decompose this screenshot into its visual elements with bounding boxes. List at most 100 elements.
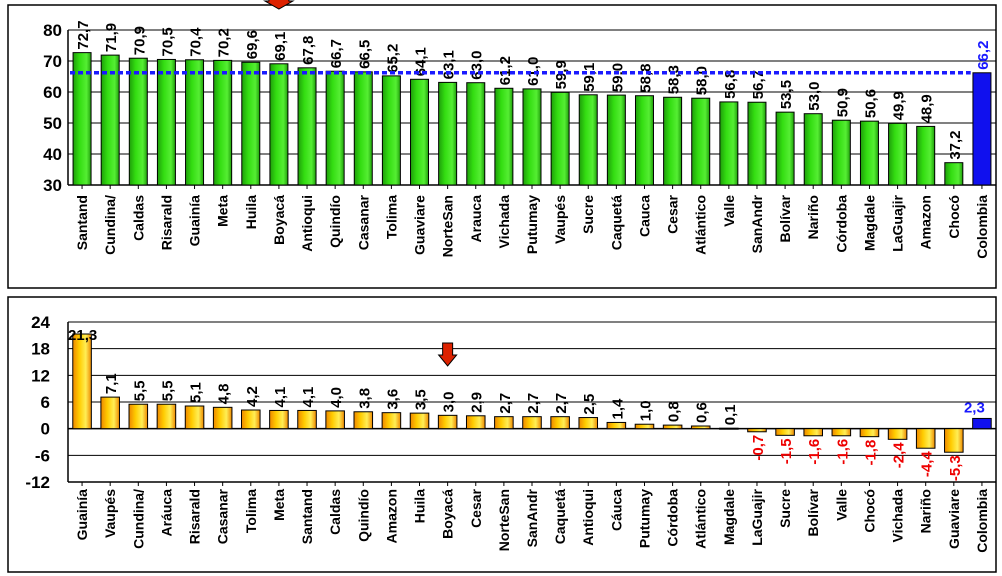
value-label-top: 70,9 — [131, 26, 148, 55]
category-label-bottom: Santand — [299, 489, 315, 544]
bar-top — [832, 120, 850, 185]
y-tick-top: 50 — [43, 114, 62, 133]
category-label-bottom: Caldas — [327, 489, 343, 535]
y-tick-bottom: 18 — [31, 340, 50, 359]
category-label-top: Cundina/ — [102, 195, 118, 255]
value-label-bottom: 1,4 — [609, 398, 626, 420]
bar-bottom — [466, 416, 485, 429]
category-label-bottom: Amazon — [383, 489, 399, 543]
value-label-top: 70,2 — [216, 28, 233, 57]
category-label-top: Sucre — [580, 195, 596, 234]
category-label-bottom: Huila — [412, 489, 428, 523]
bar-top — [298, 68, 316, 185]
bar-top — [382, 76, 400, 185]
y-tick-top: 30 — [43, 176, 62, 195]
bar-bottom — [691, 426, 710, 429]
category-label-bottom: Antioqui — [580, 489, 596, 546]
bar-top — [860, 121, 878, 185]
category-label-top: Meta — [215, 195, 231, 227]
bar-bottom — [945, 429, 964, 453]
bar-top — [579, 95, 597, 185]
category-label-bottom: Meta — [271, 489, 287, 521]
value-label-bottom: -2,4 — [891, 442, 908, 469]
category-label-bottom: Cáuca — [608, 489, 624, 531]
category-label-bottom: Vaupés — [102, 489, 118, 538]
category-label-top: Valle — [721, 195, 737, 227]
bar-top — [186, 60, 204, 185]
value-label-bottom: -1,6 — [806, 439, 823, 465]
bar-top — [551, 92, 569, 185]
category-label-top: Bolívar — [777, 194, 793, 242]
value-label-top: 58,8 — [637, 64, 654, 93]
bar-top — [692, 98, 710, 185]
value-label-bottom: -1,5 — [778, 438, 795, 464]
category-label-bottom: Córdoba — [665, 489, 681, 547]
bar-top — [129, 58, 147, 185]
category-label-top: Magdale — [861, 195, 877, 251]
value-label-bottom: 0,8 — [666, 401, 683, 422]
value-label-bottom: -0,7 — [750, 435, 767, 461]
category-label-top: NorteSan — [440, 195, 456, 257]
bar-bottom — [129, 404, 148, 428]
value-label-top: 61,2 — [497, 56, 514, 85]
bar-bottom — [776, 429, 795, 436]
category-label-top: Caquetá — [608, 195, 624, 250]
bar-bottom — [551, 417, 570, 429]
bar-bottom — [101, 397, 120, 429]
category-label-bottom: Aráuca — [158, 489, 174, 537]
category-label-top: Amazon — [918, 195, 934, 249]
bar-top — [664, 97, 682, 185]
category-label-top: Arauca — [468, 195, 484, 243]
bar-bottom — [185, 406, 204, 429]
value-label-bottom: 5,5 — [159, 380, 176, 401]
bar-bottom — [607, 422, 626, 428]
category-label-bottom: Magdale — [721, 489, 737, 545]
category-label-top: Vaupés — [552, 195, 568, 244]
bar-bottom — [860, 429, 879, 437]
category-label-top: Chocó — [946, 195, 962, 239]
bar-top — [635, 96, 653, 185]
value-label-bottom: 3,6 — [384, 389, 401, 410]
category-label-bottom: Cesar — [468, 488, 484, 527]
bar-top — [523, 89, 541, 185]
category-label-bottom: SanAndr — [524, 488, 540, 547]
category-label-bottom: Nariño — [918, 489, 934, 533]
y-tick-top: 60 — [43, 83, 62, 102]
category-label-bottom: Putumay — [636, 489, 652, 548]
value-label-bottom: 3,0 — [441, 391, 458, 412]
bar-bottom — [804, 429, 823, 436]
bar-top — [495, 88, 513, 185]
value-label-top: 53,5 — [778, 80, 795, 109]
bar-bottom — [410, 413, 429, 429]
bar-bottom — [213, 407, 232, 428]
category-label-top: Tolima — [383, 195, 399, 239]
bar-top — [720, 102, 738, 185]
value-label-bottom: 4,2 — [244, 386, 261, 407]
bar-top — [467, 83, 485, 185]
category-label-top: Putumay — [524, 195, 540, 254]
category-label-bottom: Atlántico — [693, 489, 709, 549]
value-label-bottom: 4,8 — [216, 383, 233, 404]
category-label-bottom: Caquetá — [552, 489, 568, 544]
category-label-top: SanAndr — [749, 194, 765, 253]
category-label-top: Atlántico — [693, 195, 709, 255]
bar-top — [973, 73, 991, 185]
value-label-top: 65,2 — [384, 44, 401, 73]
y-tick-bottom: 0 — [41, 420, 50, 439]
bar-bottom — [720, 428, 739, 429]
value-label-top: 50,9 — [834, 88, 851, 117]
category-label-bottom: Quindío — [355, 489, 371, 542]
value-label-bottom: 4,1 — [272, 387, 289, 408]
bar-top — [748, 102, 766, 185]
category-label-bottom: Valle — [833, 489, 849, 521]
bar-bottom — [748, 429, 767, 432]
bar-bottom — [888, 429, 907, 440]
bar-bottom — [354, 412, 373, 429]
category-label-top: Nariño — [805, 195, 821, 239]
y-tick-top: 80 — [43, 21, 62, 40]
value-label-bottom: 1,0 — [637, 400, 654, 421]
value-label-top: 37,2 — [947, 130, 964, 159]
bar-top — [945, 163, 963, 185]
y-tick-top: 70 — [43, 52, 62, 71]
bar-bottom — [523, 417, 542, 429]
